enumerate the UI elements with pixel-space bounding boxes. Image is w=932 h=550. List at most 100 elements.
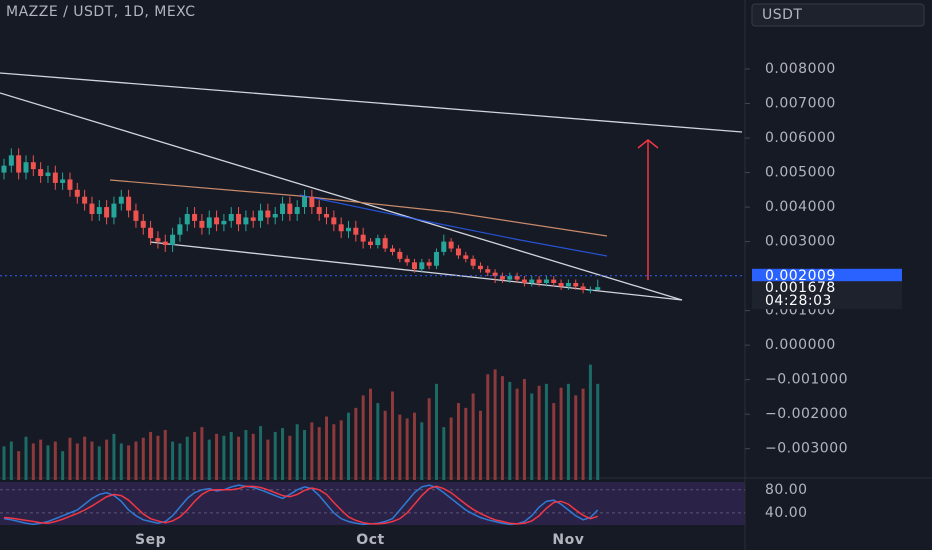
candle-body	[338, 224, 344, 232]
volume-bar	[405, 418, 409, 480]
candle-body	[521, 279, 527, 284]
candle-body	[346, 227, 352, 232]
candle-body	[580, 286, 586, 290]
volume-bar	[325, 416, 329, 480]
volume-bar	[237, 436, 241, 480]
volume-bar	[207, 439, 211, 480]
candle-body	[170, 234, 176, 246]
candle-body	[214, 217, 220, 225]
volume-bar	[2, 446, 6, 480]
volume-bar	[288, 435, 292, 480]
candle-body	[536, 279, 542, 284]
volume-bar	[500, 376, 504, 480]
candle-body	[514, 276, 520, 280]
candle-body	[30, 162, 36, 170]
volume-bar	[515, 388, 519, 480]
volume-bar	[369, 388, 372, 480]
volume-bar	[259, 426, 263, 480]
volume-bar	[75, 443, 79, 480]
candle-body	[419, 262, 425, 270]
candle-body	[551, 279, 557, 284]
candle-body	[353, 227, 359, 235]
volume-bar	[281, 428, 285, 480]
volume-bar	[508, 381, 512, 480]
volume-bar	[574, 395, 578, 480]
volume-bar	[530, 393, 534, 480]
volume-bar	[251, 433, 255, 480]
volume-bar	[412, 412, 416, 480]
y-tick-label: 0.008000	[765, 61, 836, 77]
stoch-line	[3, 484, 599, 526]
volume-bar	[149, 431, 153, 480]
currency-label: USDT	[762, 7, 802, 23]
candle-body	[477, 265, 483, 270]
volume-bar	[552, 403, 556, 480]
volume-bar	[427, 398, 431, 480]
candle-body	[45, 172, 51, 177]
candle-body	[177, 224, 183, 235]
volume-bar	[222, 435, 226, 480]
price-label-box	[752, 268, 902, 283]
volume-bar	[46, 445, 50, 480]
volume-bar	[522, 379, 526, 480]
candle-body	[199, 220, 205, 228]
candle-body	[529, 279, 535, 284]
candle-body	[162, 241, 168, 246]
volume-bar	[566, 383, 570, 480]
volume-bar	[390, 391, 394, 480]
stoch-tick-label: 80.00	[765, 482, 808, 498]
volume-bar	[471, 393, 475, 480]
volume-bar	[544, 383, 548, 480]
volume-bar	[588, 364, 592, 480]
volume-bar	[317, 427, 321, 480]
candle-body	[67, 179, 73, 190]
x-tick-label: Nov	[552, 532, 584, 548]
volume-bar	[581, 388, 585, 480]
candle-body	[228, 213, 234, 221]
volume-bar	[332, 424, 336, 480]
volume-bar	[434, 383, 438, 480]
candle-body	[111, 203, 117, 218]
volume-bar	[156, 435, 160, 480]
trend-line	[0, 92, 683, 301]
candle-body	[558, 283, 564, 287]
candle-body	[16, 155, 22, 173]
volume-bar	[339, 420, 343, 480]
volume-bar	[442, 427, 446, 480]
candle-body	[140, 220, 146, 228]
candle-body	[331, 217, 337, 225]
drawings	[0, 72, 743, 301]
currency-button[interactable]	[751, 3, 925, 27]
volume-bar	[229, 431, 233, 480]
volume-bar	[456, 403, 460, 480]
moving-average	[299, 194, 608, 257]
trend-line	[0, 72, 743, 133]
candle-body	[250, 217, 256, 221]
candle-body	[89, 203, 95, 214]
x-tick-label: Oct	[356, 532, 384, 548]
candle-body	[492, 272, 498, 277]
candle-body	[1, 165, 7, 173]
volume-bar	[39, 439, 43, 480]
volume-bar	[559, 387, 563, 480]
candle-body	[82, 196, 88, 204]
volume-bar	[200, 427, 204, 480]
candle-body	[360, 234, 366, 242]
candle-body	[573, 283, 579, 287]
volume-bar	[9, 441, 13, 480]
candle-body	[595, 287, 601, 290]
candle-body	[507, 276, 513, 280]
candle-body	[455, 248, 461, 256]
target-arrow-head	[637, 139, 659, 149]
volume-bar	[266, 439, 270, 480]
volume-bar	[464, 407, 468, 480]
volume-bar	[596, 383, 600, 480]
candle-body	[404, 258, 410, 263]
candle-body	[258, 210, 264, 221]
candle-body	[470, 258, 476, 266]
candle-body	[280, 203, 286, 214]
y-tick-label: 0.005000	[765, 165, 836, 181]
volume-bar	[493, 369, 497, 480]
volume-bar	[141, 437, 145, 480]
